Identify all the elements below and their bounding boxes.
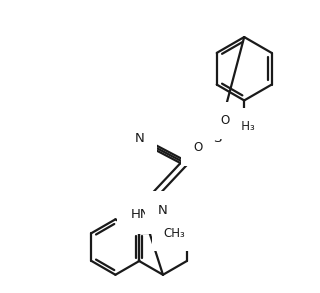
Text: N: N [134,132,144,144]
Text: HN: HN [130,208,150,221]
Text: CH₃: CH₃ [233,120,255,133]
Text: CH₃: CH₃ [164,227,186,240]
Text: N: N [158,204,168,217]
Text: S: S [213,132,222,144]
Text: O: O [221,114,230,127]
Text: O: O [193,142,202,154]
